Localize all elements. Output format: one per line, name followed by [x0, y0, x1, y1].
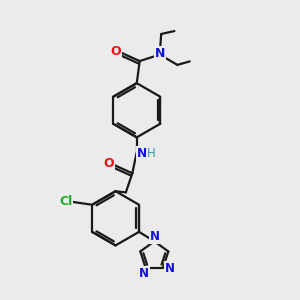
- Text: H: H: [146, 147, 155, 160]
- Text: N: N: [137, 147, 147, 160]
- Text: N: N: [154, 47, 165, 60]
- Text: Cl: Cl: [59, 195, 72, 208]
- Text: O: O: [111, 45, 122, 58]
- Text: O: O: [104, 157, 114, 170]
- Text: N: N: [164, 262, 175, 275]
- Text: N: N: [150, 230, 160, 243]
- Text: N: N: [139, 267, 149, 280]
